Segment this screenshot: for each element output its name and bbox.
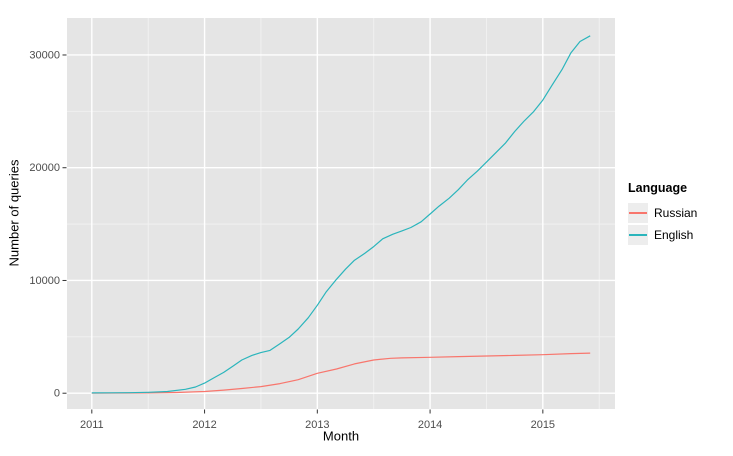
series-line-russian xyxy=(91,352,591,394)
legend-item-label: English xyxy=(654,228,694,242)
y-tick-label: 20000 xyxy=(29,162,60,174)
y-axis-title: Number of queries xyxy=(6,159,22,267)
legend-key-line xyxy=(629,212,647,214)
legend-item-russian: Russian xyxy=(628,203,697,223)
y-tick-label: 30000 xyxy=(29,49,60,61)
x-tick-label: 2015 xyxy=(531,419,555,431)
series-line-english xyxy=(91,35,591,394)
x-axis-title: Month xyxy=(322,428,360,444)
x-tick-label: 2012 xyxy=(192,419,216,431)
legend-key-line xyxy=(629,234,647,236)
legend-key-box xyxy=(628,203,648,223)
legend-key-box xyxy=(628,225,648,245)
x-tick-label: 2013 xyxy=(305,419,329,431)
y-tick-label: 10000 xyxy=(29,275,60,287)
legend-title: Language xyxy=(628,181,688,195)
y-tick-label: 0 xyxy=(54,388,60,400)
legend-item-label: Russian xyxy=(654,206,698,220)
legend-items: Russian English xyxy=(628,203,697,245)
x-tick-label: 2011 xyxy=(80,419,104,431)
x-tick-label: 2014 xyxy=(418,419,442,431)
legend-item-english: English xyxy=(628,225,697,245)
legend: Language Russian English xyxy=(628,181,697,247)
panel-background xyxy=(67,18,615,409)
